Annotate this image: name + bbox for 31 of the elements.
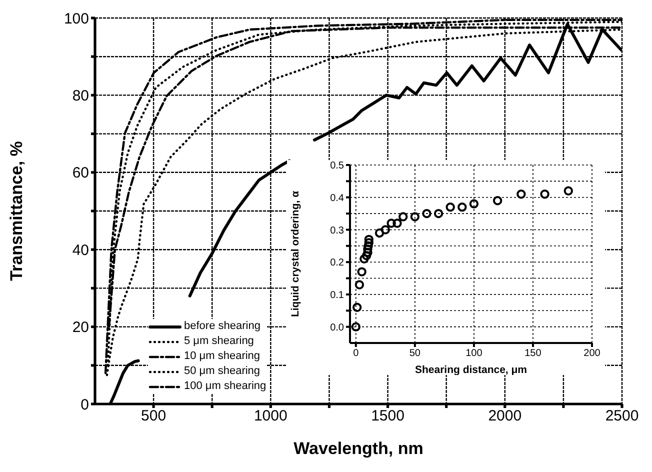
- legend-label: 100 μm shearing: [184, 379, 266, 394]
- x-tick-label: 50: [409, 348, 421, 360]
- x-tick-label: 2000: [488, 408, 522, 425]
- y-tick-label: 0.1: [330, 290, 344, 302]
- legend-label: 50 μm shearing: [184, 364, 260, 379]
- legend-label: 5 μm shearing: [184, 334, 254, 349]
- legend-label: before shearing: [184, 319, 260, 334]
- y-tick-label: 40: [72, 242, 89, 259]
- y-axis-title: Liquid crystal ordering, α: [290, 190, 302, 318]
- x-tick-label: 1500: [371, 408, 404, 425]
- x-tick-label: 500: [141, 408, 166, 425]
- y-tick-label: 0.5: [330, 160, 344, 172]
- y-tick-label: 0.3: [330, 225, 344, 236]
- x-tick-label: 100: [466, 348, 483, 360]
- y-tick-label: 0.0: [330, 322, 344, 334]
- y-tick-label: 0.4: [330, 192, 344, 204]
- y-tick-label: 60: [72, 164, 89, 182]
- y-tick-label: 100: [64, 10, 89, 28]
- x-axis-title: Shearing distance, μm: [414, 364, 528, 376]
- y-tick-label: 0.2: [330, 258, 344, 269]
- x-axis-title: Wavelength, nm: [294, 439, 424, 458]
- legend-label: 10 μm shearing: [184, 349, 260, 364]
- x-tick-label: 2500: [605, 408, 639, 425]
- y-tick-label: 0: [80, 396, 89, 414]
- x-tick-label: 0: [353, 348, 360, 360]
- x-tick-label: 1000: [254, 408, 288, 425]
- y-tick-label: 20: [72, 319, 89, 336]
- y-axis-title: Transmittance, %: [7, 141, 26, 281]
- x-tick-label: 200: [584, 348, 601, 360]
- x-tick-label: 150: [524, 348, 542, 360]
- y-tick-label: 80: [72, 88, 89, 105]
